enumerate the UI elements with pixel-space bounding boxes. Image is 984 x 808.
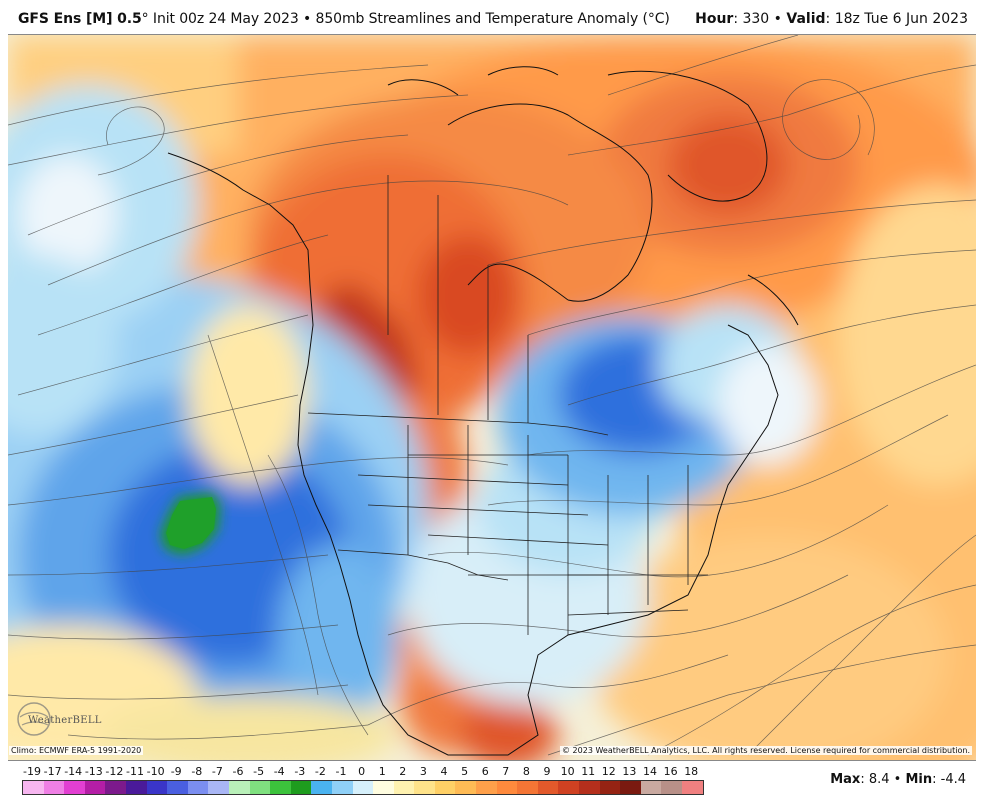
init-time: Init 00z 24 May 2023 <box>152 11 299 27</box>
legend-swatch <box>455 781 477 794</box>
legend-swatch <box>579 781 600 794</box>
legend-label: 4 <box>440 765 448 778</box>
legend-label: 2 <box>399 765 407 778</box>
hour-value: : 330 <box>733 11 770 27</box>
valid-time: Hour: 330 • Valid: 18z Tue 6 Jun 2023 <box>695 11 968 27</box>
legend-swatch <box>682 781 703 794</box>
legend-label: -14 <box>64 765 83 778</box>
degree-symbol: ° <box>141 11 149 27</box>
legend-swatch <box>146 781 168 794</box>
legend-label: 12 <box>601 765 616 778</box>
legend-label: -7 <box>211 765 223 778</box>
legend-swatch <box>352 781 374 794</box>
legend-label: -17 <box>43 765 62 778</box>
legend-swatch <box>496 781 518 794</box>
legend-swatch <box>476 781 497 794</box>
political-borders <box>307 175 708 635</box>
max-value: : 8.4 <box>860 772 890 787</box>
legend-swatch <box>208 781 229 794</box>
legend-label: 1 <box>378 765 386 778</box>
legend-label: -4 <box>273 765 285 778</box>
legend-label: -2 <box>314 765 326 778</box>
weatherbell-logo <box>14 697 100 737</box>
legend-swatch <box>125 781 147 794</box>
legend-swatch <box>331 781 353 794</box>
extreme-cool-anomaly-core <box>166 497 216 549</box>
title-separator: • <box>303 11 312 27</box>
anomaly-map <box>8 34 976 761</box>
legend-label: -19 <box>23 765 41 778</box>
legend-label: -13 <box>84 765 103 778</box>
legend-swatch <box>640 781 662 794</box>
copyright-note: © 2023 WeatherBELL Analytics, LLC. All r… <box>560 746 972 755</box>
legend-label: 18 <box>684 765 699 778</box>
legend-label: 9 <box>543 765 551 778</box>
climo-note: Climo: ECMWF ERA-5 1991-2020 <box>9 746 144 755</box>
legend-label: 16 <box>663 765 678 778</box>
legend-label: 6 <box>481 765 489 778</box>
legend-swatch <box>270 781 291 794</box>
legend-swatch <box>64 781 85 794</box>
map-title: GFS Ens [M] 0.5° Init 00z 24 May 2023 • … <box>18 11 670 27</box>
legend-label: 11 <box>581 765 596 778</box>
legend-swatch <box>167 781 188 794</box>
legend-label: -6 <box>232 765 244 778</box>
min-value: : -4.4 <box>932 772 966 787</box>
color-legend: -19 -17 -14 -13 -12 -11 -10 -9 -8 -7 -6 -5 -4 -3 -2 -1 0… <box>22 765 704 808</box>
legend-label: 5 <box>461 765 469 778</box>
legend-label: -11 <box>126 765 144 778</box>
legend-label: 7 <box>502 765 510 778</box>
header: GFS Ens [M] 0.5° Init 00z 24 May 2023 • … <box>0 0 984 34</box>
logo-globe-icon <box>17 702 51 736</box>
legend-swatch <box>558 781 580 794</box>
legend-label: -5 <box>253 765 265 778</box>
legend-label: 3 <box>419 765 427 778</box>
legend-label: -9 <box>170 765 182 778</box>
coastlines <box>167 66 799 756</box>
legend-swatch <box>187 781 209 794</box>
legend-swatch <box>393 781 415 794</box>
legend-label: -1 <box>335 765 347 778</box>
legend-swatch <box>434 781 456 794</box>
logo-text: WeatherBELL <box>28 715 102 726</box>
map-canvas <box>8 35 976 760</box>
legend-label: 10 <box>560 765 575 778</box>
legend-swatch <box>373 781 394 794</box>
legend-swatch <box>517 781 538 794</box>
legend-label: 14 <box>643 765 657 778</box>
legend-swatch <box>249 781 271 794</box>
legend-swatches <box>22 780 704 795</box>
max-min-readout: Max: 8.4 • Min: -4.4 <box>830 772 966 787</box>
legend-swatch <box>537 781 559 794</box>
legend-swatch <box>661 781 682 794</box>
legend-label: 0 <box>358 765 366 778</box>
product-name: 850mb Streamlines and Temperature Anomal… <box>315 11 670 27</box>
hour-label: Hour <box>695 11 734 27</box>
model-name: GFS Ens [M] 0.5 <box>18 11 142 27</box>
valid-label: Valid <box>786 11 826 27</box>
legend-label: -3 <box>294 765 306 778</box>
legend-label: -12 <box>105 765 124 778</box>
min-label: Min <box>905 772 933 787</box>
stats-separator: • <box>893 772 902 787</box>
legend-swatch <box>23 781 44 794</box>
legend-swatch <box>84 781 106 794</box>
valid-value: : 18z Tue 6 Jun 2023 <box>825 11 968 27</box>
legend-swatch <box>620 781 641 794</box>
legend-swatch <box>414 781 435 794</box>
legend-swatch <box>311 781 332 794</box>
legend-label: 8 <box>522 765 530 778</box>
legend-swatch <box>105 781 126 794</box>
legend-swatch <box>599 781 621 794</box>
legend-swatch <box>43 781 65 794</box>
max-label: Max <box>830 772 861 787</box>
legend-label: -10 <box>146 765 165 778</box>
legend-swatch <box>228 781 250 794</box>
legend-label: 13 <box>622 765 637 778</box>
legend-swatch <box>290 781 312 794</box>
anomaly-field <box>8 35 976 760</box>
legend-label: -8 <box>191 765 203 778</box>
valid-separator: • <box>773 11 782 27</box>
